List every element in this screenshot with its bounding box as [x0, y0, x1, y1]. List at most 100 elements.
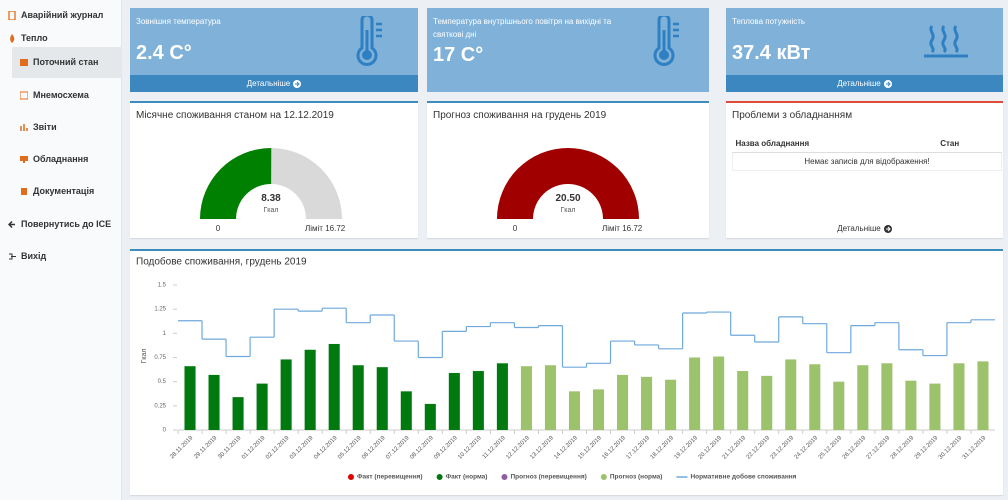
menu-item[interactable]: Звіти: [20, 120, 57, 134]
bar: [592, 389, 605, 430]
bar: [520, 366, 532, 430]
thermometer-icon: [356, 16, 382, 66]
gauge-unit: Гкал: [264, 207, 279, 214]
x-tick-label: 30.11.2019: [217, 435, 243, 461]
y-tick-label: 1.5: [158, 283, 167, 289]
details-row[interactable]: Детальніше: [726, 224, 1003, 233]
bar: [568, 391, 581, 430]
bar: [689, 357, 701, 430]
menu-label[interactable]: Вихід: [21, 251, 47, 261]
menu-item[interactable]: Мнемосхема: [20, 88, 89, 102]
x-tick-label: 05.12.2019: [337, 435, 363, 461]
menu-label[interactable]: Звіти: [33, 122, 57, 132]
gauge: 8.38 Гкал 0 Ліміт 16.72: [200, 147, 346, 233]
menu-item[interactable]: Аварійний журнал: [8, 8, 103, 22]
x-tick-label: 27.12.2019: [866, 435, 892, 461]
x-tick-label: 23.12.2019: [770, 435, 796, 461]
problems-table: Назва обладнання Стан Немає записів для в…: [732, 135, 1002, 171]
menu-label[interactable]: Мнемосхема: [33, 90, 89, 100]
bar: [665, 379, 677, 430]
chart: Подобове споживання, грудень 2019 Гкал 0…: [136, 256, 995, 481]
x-tick-label: 11.12.2019: [482, 435, 508, 461]
x-tick-label: 25.12.2019: [818, 435, 844, 461]
menu-label[interactable]: Тепло: [21, 33, 48, 43]
column-header: Стан: [937, 135, 1002, 153]
chart-title: Подобове споживання, грудень 2019: [136, 256, 307, 268]
column-header: Назва обладнання: [732, 135, 938, 153]
menu-label[interactable]: Аварійний журнал: [21, 10, 104, 20]
menu-label[interactable]: Обладнання: [33, 154, 89, 164]
info-card: Теплова потужність 37.4 кВт Детальніше: [726, 8, 1003, 92]
x-tick-label: 21.12.2019: [722, 435, 748, 461]
menu-item[interactable]: Документація: [20, 184, 94, 198]
gauge-arc: [497, 148, 639, 219]
x-tick-label: 17.12.2019: [626, 435, 652, 461]
x-tick-label: 10.12.2019: [457, 435, 483, 461]
bar: [929, 383, 941, 430]
bar: [713, 356, 725, 430]
card-value: 17 C°: [433, 44, 484, 66]
gauge-value: 8.38: [261, 193, 281, 204]
legend-label: Нормативне добове споживання: [690, 473, 796, 481]
card-title: Теплова потужність: [732, 17, 806, 26]
menu-item[interactable]: Обладнання: [20, 152, 88, 166]
x-tick-label: 18.12.2019: [650, 435, 676, 461]
gauge-min: 0: [216, 224, 221, 233]
x-tick-label: 29.12.2019: [914, 435, 940, 461]
card-value: 2.4 C°: [136, 42, 192, 64]
bar: [544, 365, 556, 430]
bar: [785, 359, 797, 430]
menu-item[interactable]: Поточний стан: [20, 55, 98, 69]
bar: [376, 367, 388, 430]
bar: [304, 349, 316, 430]
bar: [400, 391, 412, 430]
legend-marker: [501, 474, 508, 480]
x-tick-label: 04.12.2019: [313, 435, 339, 461]
details-link[interactable]: Детальніше: [246, 79, 291, 88]
bar: [256, 383, 268, 430]
legend-marker: [600, 474, 607, 480]
menu-label[interactable]: Поточний стан: [33, 57, 99, 67]
x-tick-label: 26.12.2019: [842, 435, 868, 461]
bar: [953, 363, 965, 430]
card-title: Зовнішня температура: [136, 17, 221, 26]
x-tick-label: 30.12.2019: [938, 435, 964, 461]
legend-label: Прогноз (перевищення): [510, 474, 586, 481]
x-tick-label: 12.12.2019: [505, 435, 531, 461]
bar: [232, 397, 244, 430]
gauge-card: Прогноз споживання на грудень 2019 20.50…: [427, 101, 709, 238]
y-tick-label: 1.25: [154, 307, 166, 313]
legend-marker: [436, 474, 443, 480]
card-footer[interactable]: Детальніше: [726, 75, 1003, 92]
empty-message: Немає записів для відображення!: [732, 152, 1002, 171]
bar: [472, 371, 484, 430]
x-tick-label: 29.11.2019: [193, 435, 219, 461]
menu-label[interactable]: Повернутись до ICE: [21, 219, 112, 229]
menu-item[interactable]: Вихід: [8, 249, 46, 263]
legend-label: Факт (норма): [446, 474, 488, 481]
bar: [617, 374, 629, 430]
bar: [833, 381, 845, 430]
bar: [184, 366, 196, 430]
info-card: Зовнішня температура 2.4 C° Детальніше: [130, 8, 418, 92]
x-tick-label: 08.12.2019: [409, 435, 435, 461]
menu-item[interactable]: Тепло: [8, 31, 48, 45]
gauge-card: Місячне споживання станом на 12.12.2019 …: [130, 101, 418, 238]
legend-label: Факт (перевищення): [357, 474, 423, 481]
x-tick-label: 09.12.2019: [433, 435, 459, 461]
x-tick-label: 28.12.2019: [890, 435, 916, 461]
y-tick-label: 0: [163, 428, 167, 434]
menu-item[interactable]: Повернутись до ICE: [8, 217, 111, 231]
bar: [857, 365, 869, 430]
gauge-title: Місячне споживання станом на 12.12.2019: [136, 110, 334, 121]
card-footer[interactable]: Детальніше: [130, 75, 418, 92]
gauge-value: 20.50: [555, 193, 580, 204]
card-title: Температура внутрішнього повітря на вихі…: [433, 17, 612, 39]
bar: [328, 343, 340, 430]
x-tick-label: 31.12.2019: [962, 435, 988, 461]
details-link[interactable]: Детальніше: [837, 79, 881, 88]
x-tick-label: 28.11.2019: [169, 435, 195, 461]
menu-label[interactable]: Документація: [33, 186, 95, 196]
details-link[interactable]: Детальніше: [837, 224, 881, 233]
info-card: Температура внутрішнього повітря на вихі…: [427, 8, 709, 92]
